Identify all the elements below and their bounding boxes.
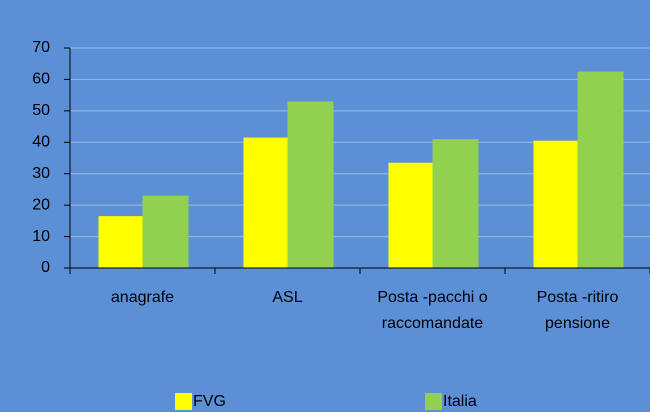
bar: [432, 139, 479, 268]
x-tick-label: Posta -pacchi o raccomandate: [377, 289, 487, 332]
y-tick-label: 70: [32, 39, 50, 56]
bar: [243, 137, 288, 268]
y-tick-label: 50: [32, 102, 50, 119]
bar: [388, 162, 433, 268]
x-tick-label: Posta -ritiro pensione: [537, 289, 619, 332]
bar: [533, 140, 578, 268]
legend-swatch: [425, 393, 442, 410]
bar: [98, 216, 143, 268]
y-tick-label: 40: [32, 134, 50, 151]
bar: [577, 71, 624, 268]
x-tick-label: ASL: [272, 289, 302, 306]
bar: [142, 195, 189, 268]
legend-label: FVG: [193, 393, 226, 410]
bar: [287, 101, 334, 268]
y-tick-label: 60: [32, 71, 50, 88]
y-tick-label: 0: [41, 259, 50, 276]
legend-label: Italia: [443, 393, 477, 410]
x-tick-label: anagrafe: [111, 289, 174, 306]
y-tick-label: 10: [32, 228, 50, 245]
y-tick-label: 30: [32, 165, 50, 182]
legend-swatch: [175, 393, 192, 410]
y-tick-label: 20: [32, 196, 50, 213]
